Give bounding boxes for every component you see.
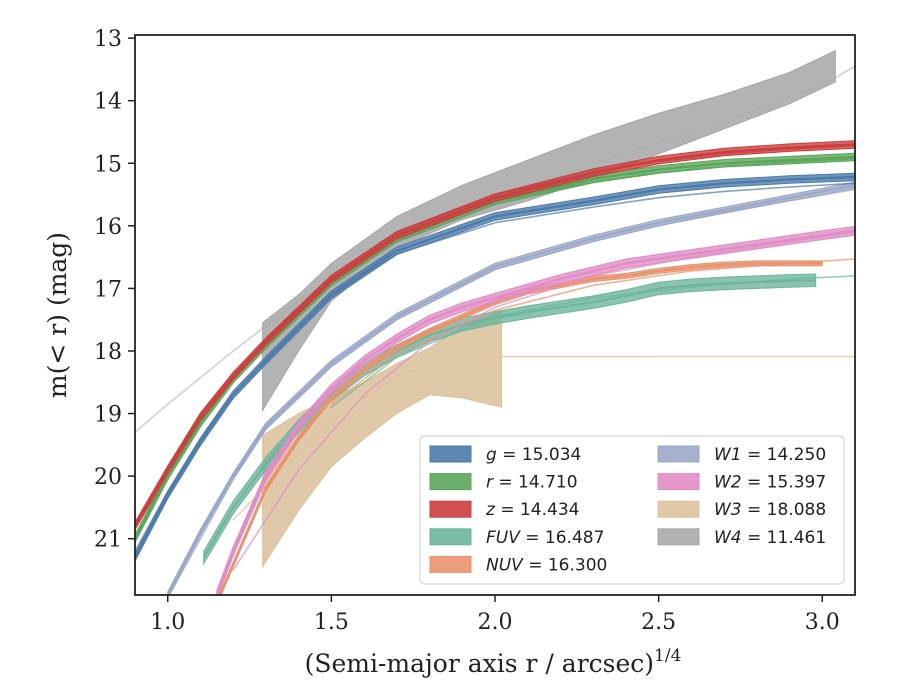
legend-entry-w1: W1 = 14.250 xyxy=(657,445,826,465)
legend-swatch-w4 xyxy=(657,528,700,546)
y-axis-title: m(< r) (mag) xyxy=(43,232,72,398)
legend-var-g: g xyxy=(486,445,497,465)
legend-swatch-w1 xyxy=(657,445,700,463)
legend-var-fuv: FUV xyxy=(486,528,521,548)
series-line-w2 xyxy=(215,229,855,595)
legend-value-r: = 14.710 xyxy=(493,473,578,493)
legend-value-w4: = 11.461 xyxy=(742,528,827,548)
band-g xyxy=(135,172,855,562)
legend-label-z: z = 14.434 xyxy=(485,500,579,520)
legend-entry-r: r = 14.710 xyxy=(429,473,578,493)
y-tick-label: 17 xyxy=(94,277,122,302)
legend-value-w3: = 18.088 xyxy=(742,500,827,520)
series-line-w1 xyxy=(166,184,855,595)
legend-var-nuv: NUV xyxy=(486,555,524,575)
band-w2 xyxy=(216,225,855,595)
legend-var-w2: W2 xyxy=(714,473,742,493)
y-tick-label: 18 xyxy=(94,340,122,365)
x-tick-label: 2.0 xyxy=(478,610,513,635)
y-tick-label: 21 xyxy=(94,528,122,553)
legend-var-w4: W4 xyxy=(714,528,742,548)
x-tick-label: 1.5 xyxy=(314,610,349,635)
y-tick-label: 15 xyxy=(94,152,122,177)
legend-var-z: z xyxy=(485,500,496,520)
y-tick-label: 13 xyxy=(94,27,122,52)
legend-value-nuv: = 16.300 xyxy=(523,555,608,575)
legend-box xyxy=(419,435,845,585)
legend-label-w1: W1 = 14.250 xyxy=(714,445,826,465)
x-axis-title-exponent: 1/4 xyxy=(654,646,681,666)
legend-label-r: r = 14.710 xyxy=(486,473,578,493)
legend-value-w2: = 15.397 xyxy=(742,473,827,493)
y-tick-label: 20 xyxy=(94,465,122,490)
band-nuv xyxy=(219,260,823,595)
legend-label-nuv: NUV = 16.300 xyxy=(486,555,607,575)
legend-swatch-nuv xyxy=(429,555,472,573)
legend-value-z: = 14.434 xyxy=(495,500,580,520)
axes: 1.0 1.5 2.0 2.5 3.0 13 14 15 16 17 18 19 20 21 xyxy=(94,27,840,635)
legend-entry-w4: W4 = 11.461 xyxy=(657,528,826,548)
legend-value-w1: = 14.250 xyxy=(742,445,827,465)
legend-var-r: r xyxy=(486,473,494,493)
legend-label-g: g = 15.034 xyxy=(486,445,581,465)
legend-swatch-w2 xyxy=(657,473,700,491)
y-tick-label: 14 xyxy=(94,90,122,115)
series-line-g xyxy=(135,175,855,559)
legend-label-w3: W3 = 18.088 xyxy=(714,500,826,520)
legend-entry-g: g = 15.034 xyxy=(429,445,581,465)
legend-entry-nuv: NUV = 16.300 xyxy=(429,555,607,575)
legend-entry-z: z = 14.434 xyxy=(429,500,579,520)
legend-swatch-fuv xyxy=(429,528,472,546)
legend-label-w2: W2 = 15.397 xyxy=(714,473,826,493)
legend-value-fuv: = 16.487 xyxy=(520,528,605,548)
x-axis-title: (Semi-major axis r / arcsec)1/4 xyxy=(305,646,682,678)
band-z xyxy=(135,140,855,531)
legend-swatch-g xyxy=(429,445,472,463)
y-tick-label: 19 xyxy=(94,403,122,428)
legend-var-w1: W1 xyxy=(714,445,742,465)
legend-entry-w2: W2 = 15.397 xyxy=(657,473,826,493)
x-tick-label: 3.0 xyxy=(805,610,840,635)
y-tick-label: 16 xyxy=(94,215,122,240)
legend-entry-w3: W3 = 18.088 xyxy=(657,500,826,520)
legend-swatch-z xyxy=(429,500,472,518)
plot-data-layer xyxy=(135,49,855,595)
legend-entry-fuv: FUV = 16.487 xyxy=(429,528,604,548)
x-tick-label: 2.5 xyxy=(641,610,676,635)
legend-value-g: = 15.034 xyxy=(497,445,582,465)
x-axis-title-text: (Semi-major axis r / arcsec) xyxy=(305,649,654,678)
series-line-z xyxy=(135,143,855,527)
legend-label-w4: W4 = 11.461 xyxy=(714,528,826,548)
legend-label-fuv: FUV = 16.487 xyxy=(486,528,604,548)
legend-swatch-r xyxy=(429,473,472,491)
x-tick-label: 1.0 xyxy=(150,610,185,635)
legend-swatch-w3 xyxy=(657,500,700,518)
legend-var-w3: W3 xyxy=(714,500,742,520)
